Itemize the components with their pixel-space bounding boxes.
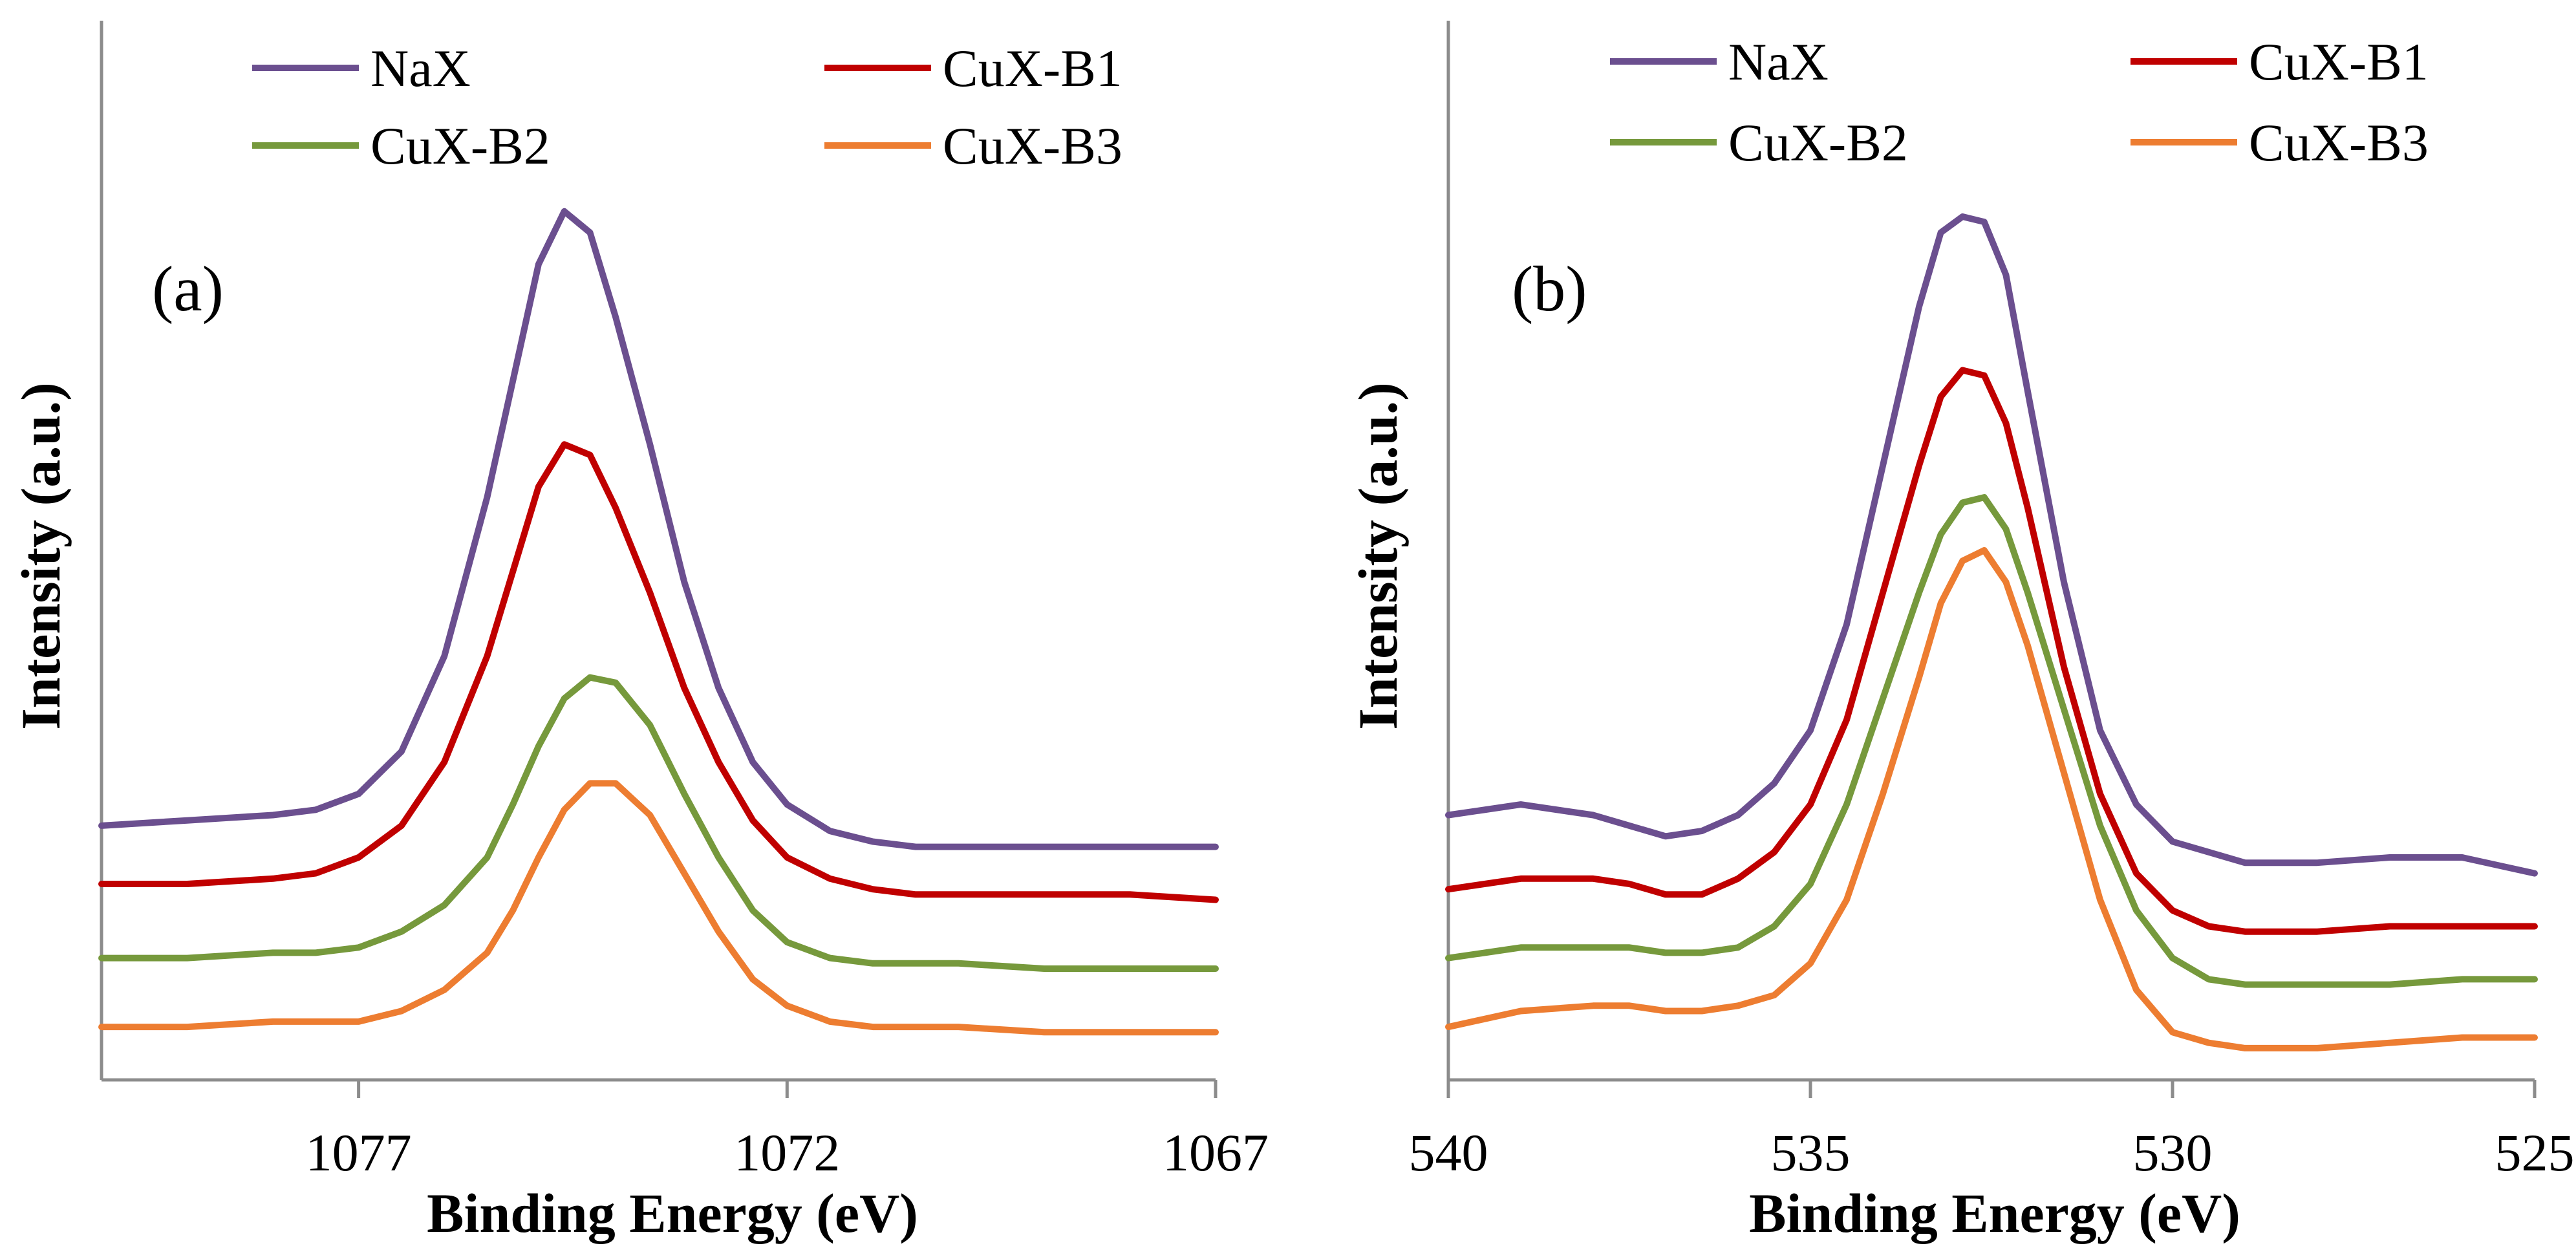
panel-a-legend-label-cux-b1: CuX-B1	[943, 39, 1122, 98]
panel-b: 540 535 530 525 NaX CuX-B1 CuX-B2 CuX-B3 (b) I…	[1347, 21, 2575, 1244]
panel-a-series-nax	[102, 211, 1216, 847]
panel-a-x-tick-label: 1072	[734, 1123, 840, 1182]
panel-b-legend-label-cux-b2: CuX-B2	[1728, 113, 1908, 172]
panel-a-label: (a)	[152, 253, 224, 325]
panel-a-legend-label-cux-b3: CuX-B3	[943, 116, 1122, 175]
panel-b-series-cux-b2	[1448, 497, 2535, 985]
panel-b-x-tick-label: 540	[1409, 1123, 1488, 1182]
panel-a-legend-label-nax: NaX	[370, 39, 471, 98]
panel-b-x-tick-label: 525	[2495, 1123, 2575, 1182]
panel-a-series-cux-b2	[102, 678, 1216, 969]
panel-b-series-nax	[1448, 217, 2535, 874]
panel-b-x-tick-label: 530	[2133, 1123, 2213, 1182]
panel-b-x-axis-title: Binding Energy (eV)	[1749, 1182, 2240, 1244]
panel-a-legend: NaX CuX-B1 CuX-B2 CuX-B3	[252, 39, 1122, 175]
panel-a: 1077 1072 1067 NaX CuX-B1 CuX-B2 CuX-B3 (a) I…	[10, 21, 1269, 1244]
panel-a-legend-label-cux-b2: CuX-B2	[370, 116, 550, 175]
panel-a-x-tick-label: 1077	[306, 1123, 412, 1182]
panel-b-y-axis-title: Intensity (a.u.)	[1347, 382, 1409, 730]
panel-a-y-axis-title: Intensity (a.u.)	[10, 382, 72, 730]
panel-b-series-cux-b1	[1448, 371, 2535, 932]
panel-b-legend-label-nax: NaX	[1728, 32, 1829, 91]
panel-b-legend-label-cux-b3: CuX-B3	[2249, 113, 2429, 172]
panel-a-series-cux-b3	[102, 783, 1216, 1032]
panel-b-legend-label-cux-b1: CuX-B1	[2249, 32, 2429, 91]
panel-a-x-axis-title: Binding Energy (eV)	[427, 1182, 918, 1244]
panel-a-x-tick-label: 1067	[1163, 1123, 1269, 1182]
panel-b-series	[1448, 217, 2535, 1048]
panel-a-x-ticks: 1077 1072 1067	[306, 1080, 1269, 1182]
panel-b-x-tick-label: 535	[1771, 1123, 1851, 1182]
xps-figure: 1077 1072 1067 NaX CuX-B1 CuX-B2 CuX-B3 (a) I…	[0, 0, 2576, 1259]
panel-b-x-ticks: 540 535 530 525	[1409, 1080, 2575, 1182]
panel-b-label: (b)	[1512, 253, 1587, 325]
panel-b-series-cux-b3	[1448, 550, 2535, 1048]
panel-b-legend: NaX CuX-B1 CuX-B2 CuX-B3	[1610, 32, 2429, 172]
panel-a-series	[102, 211, 1216, 1033]
